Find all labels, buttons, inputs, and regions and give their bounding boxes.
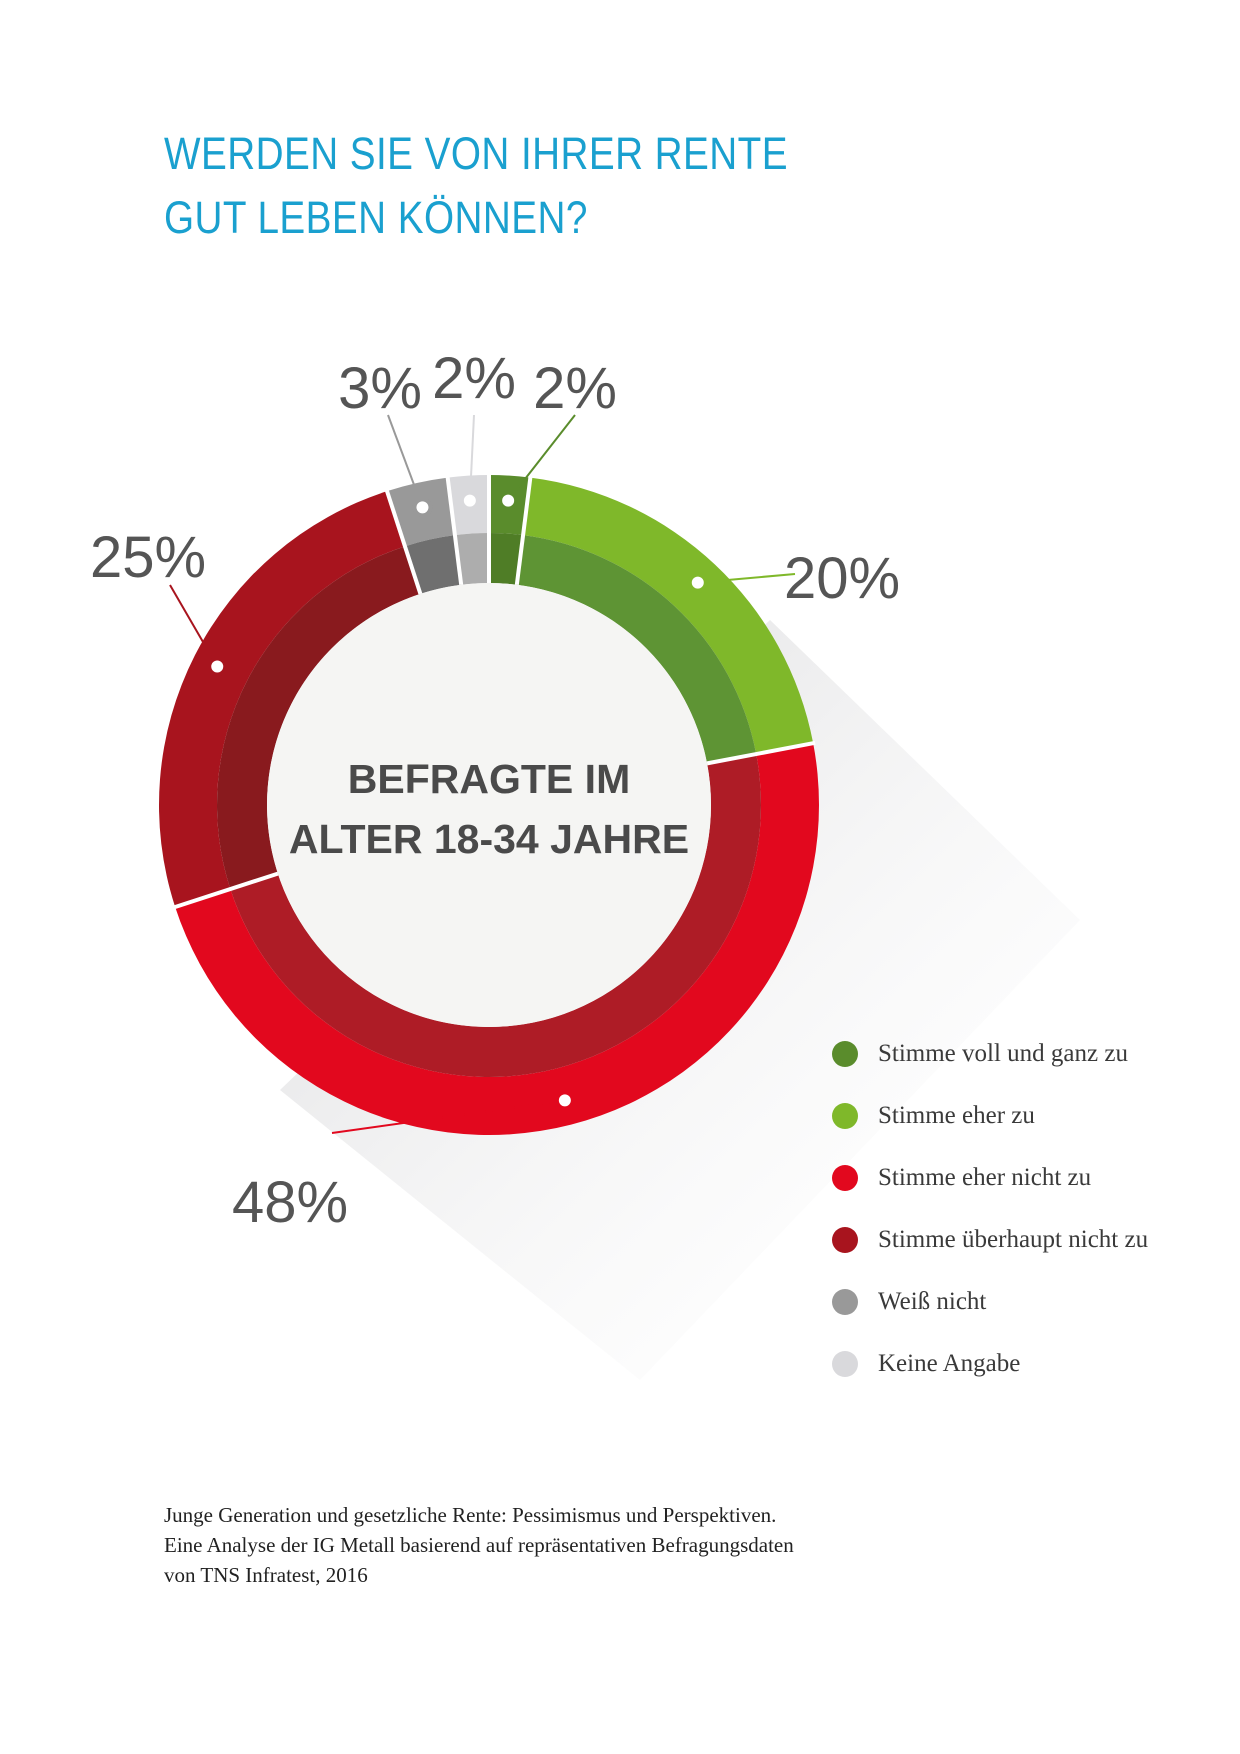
legend-item: Stimme eher nicht zu — [832, 1147, 1148, 1209]
slice-inner — [489, 533, 524, 585]
callout-leader-line — [468, 414, 475, 501]
slice-value-label: 2% — [432, 346, 516, 411]
slice-value-label: 2% — [533, 356, 617, 421]
legend-label: Stimme überhaupt nicht zu — [878, 1226, 1149, 1253]
source-line-3: von TNS Infratest, 2016 — [164, 1563, 368, 1587]
legend-swatch-icon — [832, 1103, 858, 1129]
slice-inner — [454, 533, 489, 585]
donut-chart: BEFRAGTE IM ALTER 18-34 JAHRE 2% 20% 48% 25… — [90, 346, 1080, 1380]
slice-inner — [216, 546, 421, 890]
legend-item: Weiß nicht — [832, 1271, 1148, 1333]
callout-leader-line — [331, 1099, 565, 1134]
slice-value-label: 3% — [338, 356, 422, 421]
legend-label: Stimme eher zu — [878, 1102, 1035, 1129]
slice-inner — [516, 535, 757, 764]
slice-separator — [706, 740, 816, 766]
slice-inner — [230, 754, 761, 1077]
legend-label: Stimme voll und ganz zu — [878, 1040, 1128, 1067]
source-line-2: Eine Analyse der IG Metall basierend auf… — [164, 1533, 794, 1557]
slice-inner — [404, 535, 462, 594]
slice-separators — [172, 473, 816, 910]
slice-separator — [172, 871, 279, 910]
slice-separator — [445, 475, 464, 586]
legend-swatch-icon — [832, 1227, 858, 1253]
legend-swatch-icon — [832, 1165, 858, 1191]
slice-outer — [158, 491, 405, 907]
source-note: Junge Generation und gesetzliche Rente: … — [164, 1500, 794, 1590]
callout-dot-icon — [687, 572, 708, 593]
callout-leader-line — [507, 414, 576, 502]
legend-item: Stimme eher zu — [832, 1085, 1148, 1147]
callout-dot-icon — [498, 490, 519, 511]
legend-item: Keine Angabe — [832, 1333, 1148, 1395]
legend-label: Weiß nicht — [878, 1288, 987, 1315]
legend-item: Stimme voll und ganz zu — [832, 1023, 1148, 1085]
slice-separator — [514, 475, 533, 586]
callout-dot-icon — [554, 1090, 575, 1111]
callout-dot-icon — [412, 497, 433, 518]
callout-leader-line — [387, 414, 424, 508]
center-label-line-2: ALTER 18-34 JAHRE — [289, 816, 689, 862]
title-line-2: GUT LEBEN KÖNNEN? — [164, 192, 588, 243]
page-title: WERDEN SIE VON IHRER RENTE GUT LEBEN KÖN… — [164, 122, 788, 250]
slice-value-label: 48% — [232, 1170, 348, 1235]
slice-outer — [175, 743, 819, 1135]
legend-swatch-icon — [832, 1041, 858, 1067]
callout-dot-icon — [207, 656, 228, 677]
callout-dot-icon — [459, 490, 480, 511]
slice-callouts: 2%20%48%25%3% 2% — [90, 346, 900, 1235]
legend: Stimme voll und ganz zu Stimme eher zu S… — [832, 1023, 1148, 1395]
source-line-1: Junge Generation und gesetzliche Rente: … — [164, 1503, 777, 1527]
center-label-line-1: BEFRAGTE IM — [348, 756, 630, 802]
outer-ring — [158, 475, 819, 1135]
callout-leader-line — [169, 584, 219, 668]
slice-outer — [523, 477, 814, 755]
legend-swatch-icon — [832, 1289, 858, 1315]
legend-item: Stimme überhaupt nicht zu — [832, 1209, 1148, 1271]
callout-leader-line — [697, 573, 796, 584]
legend-swatch-icon — [832, 1351, 858, 1377]
legend-label: Stimme eher nicht zu — [878, 1164, 1092, 1191]
slice-value-label: 25% — [90, 525, 206, 590]
inner-ring — [216, 533, 761, 1077]
legend-label: Keine Angabe — [878, 1350, 1021, 1377]
title-line-1: WERDEN SIE VON IHRER RENTE — [164, 128, 788, 179]
center-disc — [267, 583, 711, 1027]
slice-value-label: 20% — [784, 546, 900, 611]
slice-separator — [384, 488, 423, 595]
